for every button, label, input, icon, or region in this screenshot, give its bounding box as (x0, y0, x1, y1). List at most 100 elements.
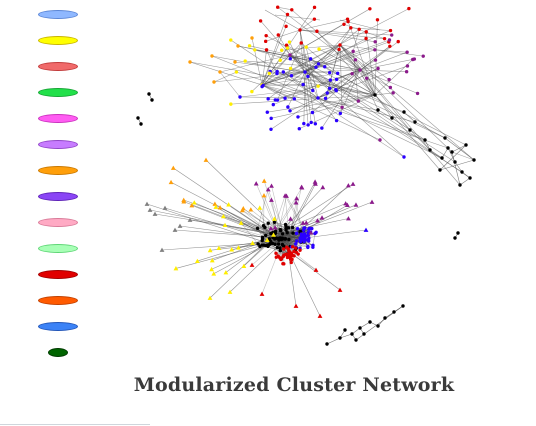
network-edge (230, 39, 319, 99)
network-edge (339, 44, 393, 119)
network-node (421, 54, 425, 58)
network-edge (317, 65, 408, 99)
network-node (349, 26, 353, 30)
network-node (327, 86, 332, 91)
network-edge (321, 69, 361, 129)
network-node (222, 222, 228, 228)
network-edge (264, 227, 291, 247)
network-edge (286, 195, 305, 229)
network-node (363, 227, 369, 232)
network-node (446, 146, 450, 150)
network-node (274, 251, 278, 256)
network-node (284, 24, 288, 29)
network-node (290, 8, 294, 12)
network-node (392, 310, 396, 314)
network-edge (288, 230, 301, 240)
network-edge (282, 234, 301, 240)
network-edge (287, 47, 306, 73)
network-edge (409, 129, 426, 141)
network-edge (275, 183, 354, 235)
network-node (243, 59, 247, 63)
network-node (294, 246, 298, 250)
network-node (281, 70, 286, 74)
network-node (404, 70, 409, 74)
network-node (289, 73, 294, 78)
network-node (316, 96, 320, 100)
network-node (285, 46, 290, 50)
network-node (250, 240, 255, 245)
network-node (298, 28, 302, 32)
network-node (353, 58, 358, 62)
network-edge (219, 71, 241, 98)
network-edge (211, 242, 273, 270)
network-node (353, 202, 359, 207)
network-node (453, 160, 457, 164)
network-node (191, 200, 197, 205)
network-node (387, 38, 392, 42)
network-edge (289, 41, 319, 99)
network-node (297, 126, 302, 131)
network-node (216, 245, 222, 251)
network-edge (261, 49, 375, 86)
network-node (265, 187, 271, 192)
network-node (274, 255, 279, 259)
network-node (311, 88, 315, 93)
network-edge (261, 14, 288, 86)
network-edge (352, 29, 360, 52)
network-node (350, 71, 354, 76)
network-node (236, 245, 241, 250)
network-edge (347, 21, 376, 96)
network-edge (183, 199, 285, 237)
network-node (334, 118, 339, 123)
network-node (306, 74, 310, 79)
network-edge (243, 245, 266, 267)
network-node (346, 19, 350, 24)
network-edge (161, 241, 287, 251)
network-node (295, 227, 300, 231)
network-edge (268, 222, 301, 243)
network-node (365, 76, 369, 80)
network-node (267, 237, 272, 241)
network-node (203, 157, 209, 162)
network-edge (312, 233, 316, 246)
network-node (338, 43, 342, 47)
network-node (159, 247, 165, 252)
network-node (298, 248, 302, 252)
network-node (150, 98, 154, 102)
network-edge (284, 195, 290, 238)
network-node (293, 303, 299, 308)
network-edge (173, 167, 272, 235)
network-edge (154, 213, 288, 236)
network-edge (299, 29, 309, 125)
legend-swatch (38, 166, 78, 175)
network-node (263, 39, 268, 44)
network-edge (429, 149, 443, 159)
network-edge (213, 71, 306, 83)
network-node (288, 53, 292, 57)
network-node (221, 213, 226, 219)
network-node (255, 226, 260, 231)
network-node (268, 226, 274, 231)
network-node (323, 96, 328, 101)
network-node (317, 47, 321, 51)
network-edge (289, 54, 456, 163)
network-node (350, 181, 356, 186)
network-node (317, 313, 323, 318)
network-edge (359, 59, 376, 71)
network-node (350, 332, 354, 336)
network-edge (289, 54, 405, 158)
network-node (271, 102, 276, 107)
network-edge (283, 238, 303, 247)
network-node (344, 202, 350, 208)
network-edge (277, 6, 292, 11)
network-node (308, 230, 314, 235)
network-node (282, 253, 286, 257)
network-edge (272, 243, 277, 258)
network-node (271, 216, 277, 221)
network-node (278, 58, 282, 62)
network-node (285, 230, 289, 235)
network-edge (261, 8, 410, 86)
network-node (468, 176, 472, 180)
network-edge (288, 222, 307, 240)
network-node (313, 122, 318, 126)
